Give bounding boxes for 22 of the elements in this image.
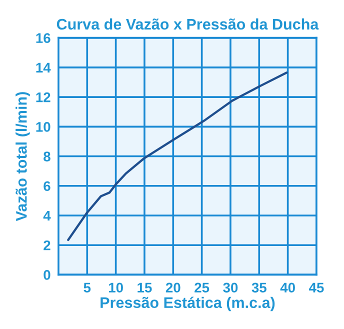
x-tick-label: 10 <box>108 282 123 293</box>
y-axis-title: Vazão total (l/min) <box>16 92 30 222</box>
line-series <box>67 72 288 242</box>
x-tick-label: 20 <box>166 282 180 293</box>
x-tick-label: 25 <box>194 282 210 293</box>
y-tick-label: 2 <box>44 240 50 250</box>
x-tick-label: 40 <box>280 282 295 293</box>
x-tick-label: 15 <box>138 282 152 293</box>
x-tick-label: 5 <box>84 282 91 293</box>
y-tick-label: 10 <box>36 122 50 132</box>
y-tick-label: 6 <box>44 181 50 192</box>
y-tick-label: 16 <box>36 33 50 44</box>
y-tick-label: 0 <box>44 270 50 280</box>
x-tick-label: 30 <box>223 282 238 293</box>
y-tick-label: 8 <box>44 152 50 162</box>
chart-title: Curva de Vazão x Pressão da Ducha <box>56 18 319 30</box>
x-axis-title: Pressão Estática (m.c.a) <box>100 296 275 312</box>
y-tick-label: 14 <box>36 62 51 72</box>
y-tick-label: 4 <box>43 210 51 221</box>
y-tick-label: 12 <box>36 92 50 102</box>
x-tick-label: 45 <box>308 282 324 293</box>
x-tick-label: 35 <box>252 282 266 293</box>
